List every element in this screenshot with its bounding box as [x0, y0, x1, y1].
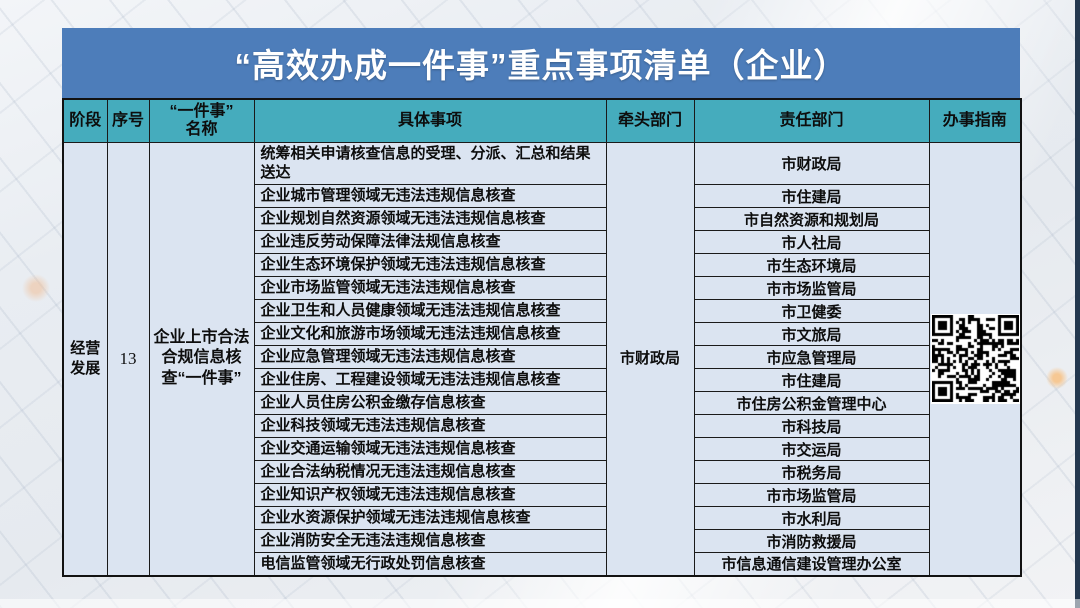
- item-cell: 企业规划自然资源领域无违法违规信息核查: [253, 207, 607, 231]
- item-cell: 企业合法纳税情况无违法违规信息核查: [253, 460, 607, 484]
- title-bar: “高效办成一件事”重点事项清单（企业）: [62, 28, 1020, 98]
- bottom-edge-strip: [0, 599, 1080, 608]
- responsible-cell: 市税务局: [693, 460, 930, 484]
- responsible-cell: 市卫健委: [693, 299, 930, 323]
- item-cell: 企业科技领域无违法违规信息核查: [253, 414, 607, 438]
- col-header-name-line2: 名称: [185, 121, 218, 138]
- responsible-cell: 市市场监管局: [693, 483, 930, 507]
- responsible-cell: 市市场监管局: [693, 276, 930, 300]
- responsible-cell: 市住房公积金管理中心: [693, 391, 930, 415]
- responsible-cell: 市住建局: [693, 184, 930, 208]
- col-header-lead: 牵头部门: [605, 98, 695, 143]
- item-cell: 电信监管领域无行政处罚信息核查: [253, 552, 607, 576]
- responsible-cell: 市信息通信建设管理办公室: [693, 552, 930, 576]
- item-cell: 统筹相关申请核查信息的受理、分派、汇总和结果送达: [253, 142, 607, 185]
- responsible-cell: 市自然资源和规划局: [693, 207, 930, 231]
- qr-code: [930, 313, 1020, 404]
- table-row: 企业城市管理领域无违法违规信息核查 市住建局: [63, 184, 1021, 208]
- col-header-responsible: 责任部门: [693, 98, 930, 143]
- item-cell: 企业城市管理领域无违法违规信息核查: [253, 184, 607, 208]
- responsible-cell: 市应急管理局: [693, 345, 930, 369]
- guide-cell: [928, 142, 1022, 576]
- table-row: 企业知识产权领域无违法违规信息核查 市市场监管局: [63, 483, 1021, 507]
- item-cell: 企业住房、工程建设领域无违法违规信息核查: [253, 368, 607, 392]
- responsible-cell: 市住建局: [693, 368, 930, 392]
- right-edge-strip: [1075, 0, 1080, 608]
- name-cell: 企业上市合法合规信息核查“一件事”: [148, 142, 255, 576]
- item-cell: 企业交通运输领域无违法违规信息核查: [253, 437, 607, 461]
- table-row: 企业生态环境保护领域无违法违规信息核查 市生态环境局: [63, 253, 1021, 277]
- responsible-cell: 市交运局: [693, 437, 930, 461]
- table-row: 企业卫生和人员健康领域无违法违规信息核查 市卫健委: [63, 299, 1021, 323]
- items-table: 阶段 序号 “一件事” 名称 具体事项 牵头部门 责任部门 办事指南 经营发展 …: [62, 98, 1022, 577]
- responsible-cell: 市人社局: [693, 230, 930, 254]
- responsible-cell: 市科技局: [693, 414, 930, 438]
- item-cell: 企业违反劳动保障法律法规信息核查: [253, 230, 607, 254]
- table-row: 经营发展 13 企业上市合法合规信息核查“一件事” 统筹相关申请核查信息的受理、…: [62, 142, 1022, 576]
- col-header-item: 具体事项: [253, 98, 607, 143]
- item-cell: 企业知识产权领域无违法违规信息核查: [253, 483, 607, 507]
- table-row: 企业住房、工程建设领域无违法违规信息核查 市住建局: [63, 368, 1021, 392]
- item-cell: 企业市场监管领域无违法违规信息核查: [253, 276, 607, 300]
- page-title: “高效办成一件事”重点事项清单（企业）: [234, 47, 848, 84]
- responsible-cell: 市文旅局: [693, 322, 930, 346]
- item-cell: 企业卫生和人员健康领域无违法违规信息核查: [253, 299, 607, 323]
- item-cell: 企业生态环境保护领域无违法违规信息核查: [253, 253, 607, 277]
- table-row: 企业市场监管领域无违法违规信息核查 市市场监管局: [63, 276, 1021, 300]
- responsible-cell: 市消防救援局: [693, 529, 930, 553]
- item-cell: 企业水资源保护领域无违法违规信息核查: [253, 506, 607, 530]
- table-row: 企业科技领域无违法违规信息核查 市科技局: [63, 414, 1021, 438]
- stage-cell: 经营发展: [62, 142, 108, 576]
- col-header-guide: 办事指南: [928, 98, 1022, 143]
- table-row: 企业应急管理领域无违法违规信息核查 市应急管理局: [63, 345, 1021, 369]
- col-header-number: 序号: [106, 98, 150, 143]
- col-header-name-line1: “一件事”: [169, 102, 234, 120]
- responsible-cell: 市水利局: [693, 506, 930, 530]
- responsible-cell: 市生态环境局: [693, 253, 930, 277]
- responsible-cell: 市财政局: [693, 142, 930, 185]
- col-header-stage: 阶段: [62, 98, 108, 143]
- lead-department-cell: 市财政局: [605, 142, 695, 576]
- item-cell: 企业人员住房公积金缴存信息核查: [253, 391, 607, 415]
- col-header-name: “一件事” 名称: [148, 98, 255, 143]
- header-row: 阶段 序号 “一件事” 名称 具体事项 牵头部门 责任部门 办事指南: [62, 98, 1022, 143]
- item-cell: 企业文化和旅游市场领域无违法违规信息核查: [253, 322, 607, 346]
- item-cell: 企业消防安全无违法违规信息核查: [253, 529, 607, 553]
- item-cell: 企业应急管理领域无违法违规信息核查: [253, 345, 607, 369]
- number-cell: 13: [106, 142, 150, 576]
- table-row: 企业文化和旅游市场领域无违法违规信息核查 市文旅局: [63, 322, 1021, 346]
- table-row: 企业违反劳动保障法律法规信息核查 市人社局: [63, 230, 1021, 254]
- table-row: 电信监管领域无行政处罚信息核查 市信息通信建设管理办公室: [63, 552, 1021, 576]
- content-panel: “高效办成一件事”重点事项清单（企业） 阶段 序号 “一件事” 名称 具体事项 …: [62, 28, 1022, 577]
- table-row: 企业交通运输领域无违法违规信息核查 市交运局: [63, 437, 1021, 461]
